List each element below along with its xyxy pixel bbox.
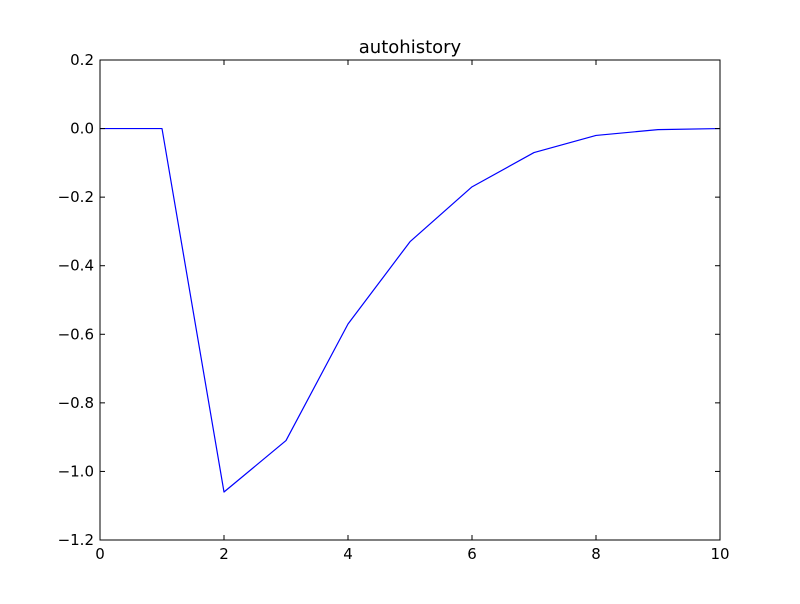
plot-frame [99,59,721,541]
y-tick-label: −1.2 [58,531,94,549]
series-line-0 [100,127,721,493]
y-tick-label: −0.8 [58,394,94,412]
y-tick-label: −0.6 [58,325,94,343]
y-tick-label: −0.2 [58,188,94,206]
y-tick-label: 0.2 [70,51,94,69]
x-tick-label: 6 [467,545,477,563]
x-tick-label: 2 [219,545,229,563]
y-tick-label: 0.0 [70,120,94,138]
chart-title: autohistory [359,37,462,58]
x-tick-label: 0 [95,545,105,563]
plot-layer: 0 2 4 6 8 10 0.2 0.0 −0.2 −0.4 −0.6 −0.8 −1.0 −1.2 [58,51,730,563]
x-tick-label: 4 [343,545,353,563]
y-tick-label: −1.0 [58,462,94,480]
x-tick-label: 10 [710,545,729,563]
x-tick-label: 8 [591,545,601,563]
y-tick-label: −0.4 [58,257,94,275]
